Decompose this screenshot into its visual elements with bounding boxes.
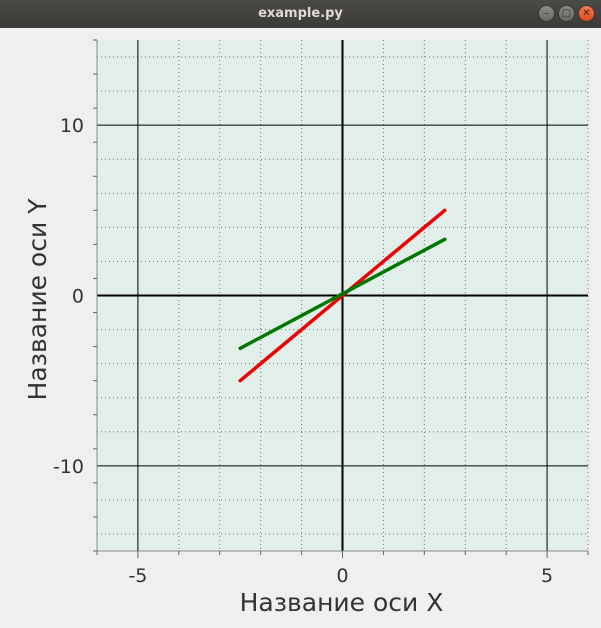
y-tick-label: 10 — [60, 115, 84, 137]
y-tick-label: -10 — [53, 456, 84, 478]
chart: -5 0 5 -10 0 10 Название оси X Название оси Y — [23, 39, 589, 617]
x-tick-label: 0 — [336, 565, 348, 587]
window-title: example.py — [258, 6, 343, 21]
series-line-2 — [238, 237, 447, 351]
close-button[interactable]: ✕ — [578, 5, 595, 22]
y-axis-label: Название оси Y — [23, 198, 52, 401]
minimize-button[interactable]: – — [538, 5, 555, 22]
tick-labels: -5 0 5 -10 0 10 — [53, 115, 553, 587]
axis-ticks — [93, 39, 589, 558]
title-bar[interactable]: example.py – □ ✕ — [0, 0, 601, 28]
x-axis-label: Название оси X — [240, 588, 444, 617]
x-tick-label: -5 — [128, 565, 147, 587]
x-tick-label: 5 — [541, 565, 553, 587]
window-controls: – □ ✕ — [538, 5, 595, 22]
series-lines — [238, 208, 447, 383]
y-tick-label: 0 — [72, 286, 84, 308]
maximize-button[interactable]: □ — [558, 5, 575, 22]
